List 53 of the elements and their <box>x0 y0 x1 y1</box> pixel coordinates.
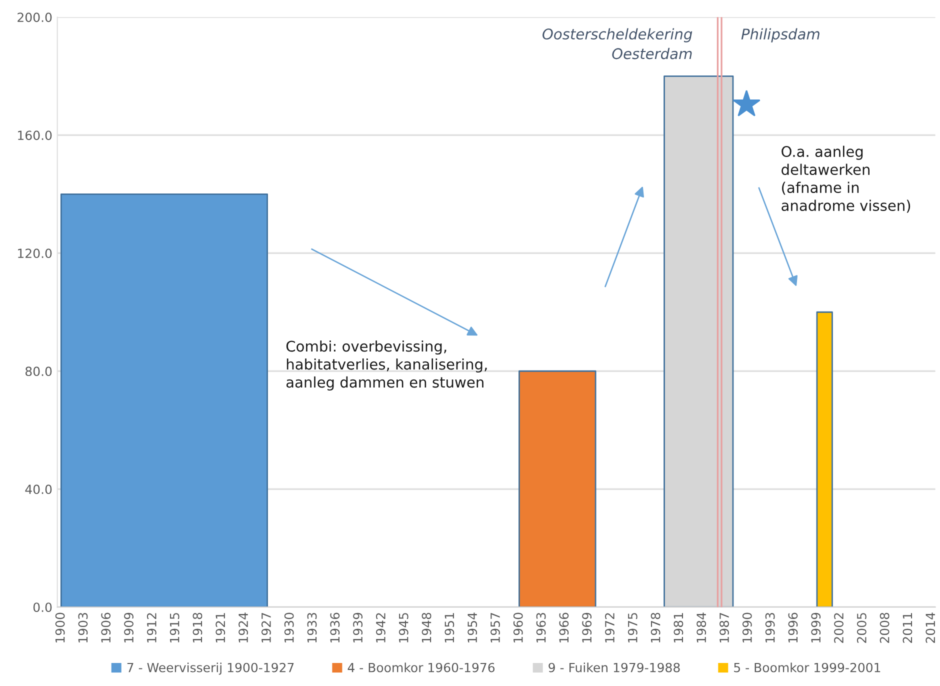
x-tick-label: 1957 <box>490 613 500 642</box>
x-tick-label: 1960 <box>513 612 523 642</box>
x-tick-label: 2002 <box>834 613 844 643</box>
x-tick-label: 1966 <box>559 612 569 642</box>
x-tick-label: 2014 <box>926 612 936 643</box>
x-tick-label: 1918 <box>192 612 202 642</box>
x-tick-label: 1930 <box>284 612 294 642</box>
legend-label: 7 - Weervisserij 1900-1927 <box>127 662 294 675</box>
annotation: Combi: overbevissing, habitatverlies, kanalisering, aanleg dammen en stuwen <box>286 340 487 391</box>
x-tick-label: 1906 <box>101 612 111 642</box>
x-tick-label: 1927 <box>261 613 271 642</box>
annotation: O.a. aanleg deltawerken (afname in anadrome vissen) <box>782 146 910 213</box>
y-tick-label: 120.0 <box>18 248 52 258</box>
x-tick-label: 2011 <box>902 613 912 643</box>
x-tick-label: 1975 <box>628 613 638 642</box>
y-tick-label: 40.0 <box>25 484 52 494</box>
y-tick-label: 80.0 <box>25 366 52 376</box>
x-tick-label: 1984 <box>696 612 706 642</box>
legend-label: 9 - Fuiken 1979-1988 <box>548 662 680 672</box>
x-tick-label: 1933 <box>307 612 317 642</box>
ref-line-label: Philipsdam <box>741 28 820 42</box>
x-tick-label: 1999 <box>811 612 821 642</box>
x-tick-label: 1993 <box>765 612 775 642</box>
x-tick-label: 1987 <box>720 613 729 642</box>
x-tick-label: 1909 <box>124 612 134 642</box>
x-tick-label: 1951 <box>444 613 454 642</box>
x-tick-label: 1978 <box>650 612 660 642</box>
y-tick-label: 160.0 <box>18 130 52 140</box>
legend-label: 4 - Boomkor 1960-1976 <box>348 662 495 672</box>
x-tick-label: 1924 <box>238 612 248 642</box>
y-tick-label: 0.0 <box>33 602 52 612</box>
x-tick-label: 1915 <box>170 613 180 642</box>
x-tick-label: 1969 <box>582 612 592 642</box>
x-tick-label: 1921 <box>216 613 226 642</box>
x-tick-label: 2005 <box>856 613 866 643</box>
x-tick-label: 1945 <box>398 613 408 642</box>
x-tick-label: 1942 <box>376 613 386 642</box>
y-tick-label: 200.0 <box>18 12 52 22</box>
x-tick-label: 1900 <box>55 612 65 642</box>
x-tick-label: 2008 <box>880 612 890 643</box>
x-tick-label: 1939 <box>353 612 363 642</box>
x-tick-label: 1981 <box>674 613 684 642</box>
x-tick-label: 1996 <box>788 612 798 642</box>
x-tick-label: 1903 <box>78 612 88 642</box>
x-tick-label: 1990 <box>742 612 752 642</box>
x-tick-label: 1948 <box>422 612 432 642</box>
ref-line-label: Oosterscheldekering Oesterdam <box>542 28 692 60</box>
x-tick-label: 1936 <box>330 612 340 642</box>
legend-label: 5 - Boomkor 1999-2001 <box>734 662 880 672</box>
x-tick-label: 1912 <box>146 613 156 642</box>
x-tick-label: 1954 <box>468 612 478 642</box>
x-tick-label: 1972 <box>605 613 614 642</box>
x-tick-label: 1963 <box>536 612 546 642</box>
